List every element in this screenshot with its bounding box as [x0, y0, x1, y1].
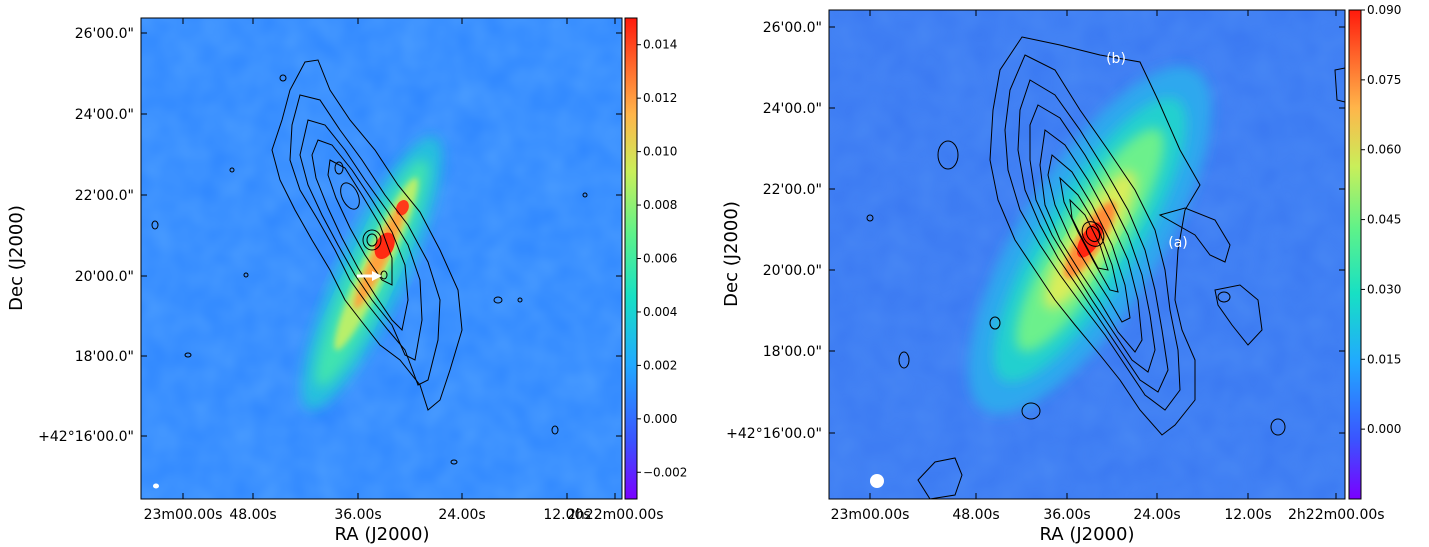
colorbar-tick-label: 0.002 — [643, 358, 677, 372]
colorbar-tick-label: 0.004 — [643, 305, 677, 319]
colorbar-tick-label: 0.012 — [643, 91, 677, 105]
colorbar-tick-label: 0.090 — [1367, 3, 1401, 17]
right-colorbar — [1348, 9, 1362, 500]
left-contours — [151, 59, 588, 465]
left-axis-ticks: 23m00.00s 48.00s 36.00s 24.00s 12.00s2h22m00… — [38, 18, 664, 523]
colorbar-tick-label: 0.015 — [1367, 352, 1401, 366]
right-x-axis-label: RA (J2000) — [1040, 524, 1135, 545]
right-colorbar-ticks: 0.090 0.075 0.060 0.045 0.030 0.015 0.000 — [1361, 3, 1401, 436]
colorbar-tick-label: 0.045 — [1367, 213, 1401, 227]
left-arrow-marker — [357, 271, 382, 281]
x-tick-label: 2h22m00.00s — [1288, 507, 1385, 523]
y-tick-label: 20'00.0" — [75, 269, 134, 285]
y-tick-label: 18'00.0" — [763, 344, 822, 360]
x-tick-label: 48.00s — [229, 507, 276, 523]
x-tick-label: 36.00s — [1043, 507, 1090, 523]
x-tick-label: 48.00s — [952, 507, 999, 523]
left-colorbar-ticks: 0.014 0.012 0.010 0.008 0.006 0.004 0.002 0.000… — [637, 38, 687, 479]
colorbar-tick-label: 0.014 — [643, 38, 677, 52]
right-beam-marker — [870, 474, 884, 488]
x-tick-label: 24.00s — [1133, 507, 1180, 523]
colorbar-tick-label: 0.075 — [1367, 73, 1401, 87]
y-tick-label: 26'00.0" — [75, 26, 134, 42]
colorbar-tick-label: 0.006 — [643, 252, 677, 266]
right-contours — [866, 36, 1345, 499]
right-map-panel: (a) (b) 23m00.00s 48.00s 36.00s 24.00s 12.00… — [721, 3, 1401, 545]
y-tick-label: 22'00.0" — [75, 188, 134, 204]
y-tick-label: +42°16'00.0" — [38, 429, 134, 445]
left-x-axis-label: RA (J2000) — [335, 524, 430, 545]
left-map-panel: 23m00.00s 48.00s 36.00s 24.00s 12.00s2h22m00… — [6, 17, 687, 545]
right-image-map: (a) (b) — [829, 10, 1345, 499]
annotation-a: (a) — [1168, 235, 1188, 251]
left-image-map — [141, 18, 622, 499]
colorbar-tick-label: 0.030 — [1367, 282, 1401, 296]
left-beam-marker — [153, 483, 159, 489]
right-y-axis-label: Dec (J2000) — [721, 201, 742, 307]
y-tick-label: 18'00.0" — [75, 349, 134, 365]
left-colorbar — [624, 17, 638, 500]
x-tick-label: 36.00s — [334, 507, 381, 523]
x-tick-label: 12.00s — [1224, 507, 1271, 523]
y-tick-label: 24'00.0" — [75, 107, 134, 123]
annotation-b: (b) — [1106, 51, 1126, 67]
y-tick-label: 22'00.0" — [763, 182, 822, 198]
right-axis-ticks: 23m00.00s 48.00s 36.00s 24.00s 12.00s 2h22m00… — [726, 10, 1385, 523]
colorbar-tick-label: −0.002 — [643, 465, 687, 479]
x-tick-label: 2h22m00.00s — [567, 507, 664, 523]
x-tick-label: 24.00s — [438, 507, 485, 523]
colorbar-tick-label: 0.000 — [643, 412, 677, 426]
right-axes-frame — [828, 9, 1346, 500]
colorbar-tick-label: 0.000 — [1367, 422, 1401, 436]
y-tick-label: +42°16'00.0" — [726, 426, 822, 442]
y-tick-label: 20'00.0" — [763, 263, 822, 279]
left-axes-frame — [140, 17, 623, 500]
x-tick-label: 12.00s — [543, 507, 590, 523]
colorbar-tick-label: 0.008 — [643, 198, 677, 212]
x-tick-label: 23m00.00s — [144, 507, 223, 523]
y-tick-label: 24'00.0" — [763, 101, 822, 117]
left-y-axis-label: Dec (J2000) — [6, 205, 27, 311]
colorbar-tick-label: 0.010 — [643, 145, 677, 159]
x-tick-label: 23m00.00s — [831, 507, 910, 523]
colorbar-tick-label: 0.060 — [1367, 143, 1401, 157]
y-tick-label: 26'00.0" — [763, 20, 822, 36]
